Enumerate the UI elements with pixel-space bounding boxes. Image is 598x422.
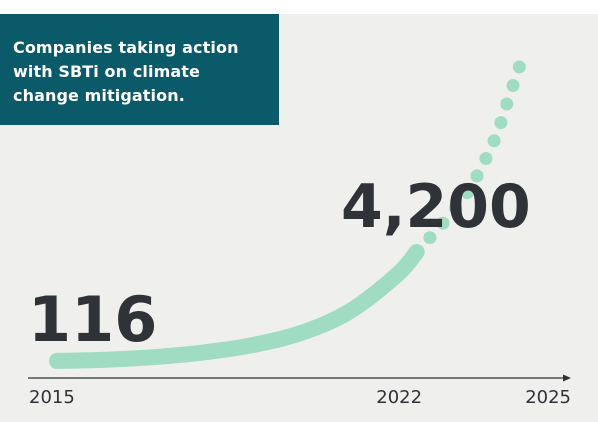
x-axis-arrowhead [563,374,571,382]
series-dot [460,186,474,200]
chart-title-line-3: change mitigation. [13,86,185,105]
annotation-start-value: 116 [28,283,157,356]
series-dot [470,169,484,183]
annotation-end-value: 4,200 [341,172,531,242]
series-dot [512,60,526,74]
x-tick-label-2015: 2015 [29,387,75,408]
series-dot [506,79,520,92]
series-dot [436,216,450,230]
chart-title-box: Companies taking action with SBTi on cli… [0,14,279,125]
series-dot [449,201,463,215]
x-tick-label-2025: 2025 [525,387,571,408]
series-dot [423,231,437,245]
series-dot [500,97,514,111]
series-dotted-line [423,60,526,245]
chart-title-line-2: with SBTi on climate [13,62,200,81]
x-tick-label-2022: 2022 [376,387,422,408]
series-dot [494,116,508,130]
x-axis-ticks: 2015 2022 2025 [29,387,571,408]
chart-title-line-1: Companies taking action [13,38,239,57]
series-dot [487,134,501,148]
value-annotations: 116 4,200 [28,172,531,356]
series-dot [479,152,493,165]
series-solid-line [49,244,425,369]
